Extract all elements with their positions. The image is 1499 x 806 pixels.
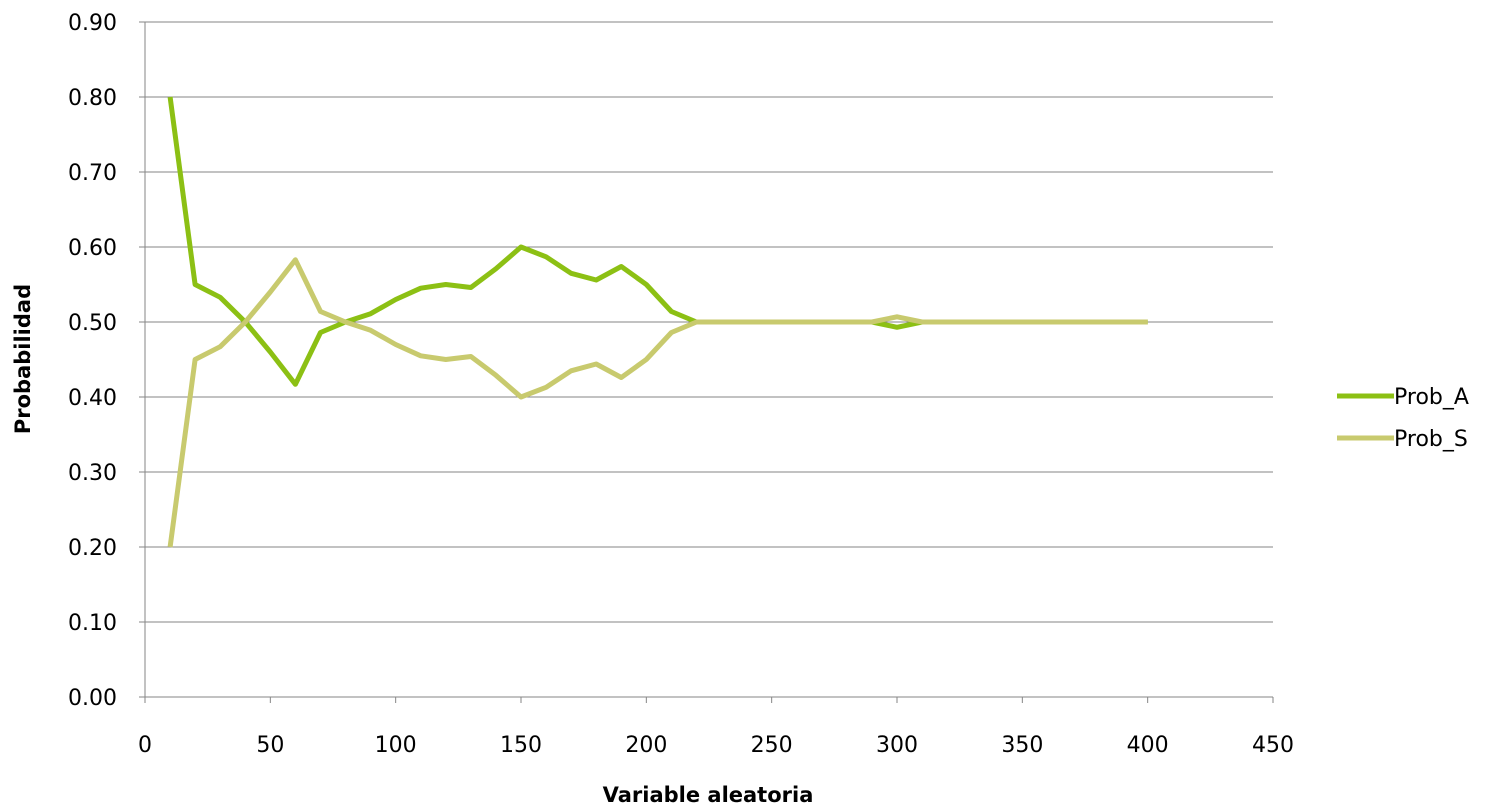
y-tick-label: 0.20 (68, 536, 117, 561)
x-tick-label: 0 (138, 733, 152, 758)
x-tick-label: 50 (256, 733, 284, 758)
series-line-prob-a (167, 96, 1148, 387)
x-tick-label: 300 (876, 733, 918, 758)
y-tick-label: 0.50 (68, 311, 117, 336)
y-tick-label: 0.90 (68, 11, 117, 36)
y-tick-label: 0.00 (68, 686, 117, 711)
x-tick-label: 200 (625, 733, 667, 758)
x-tick-label: 100 (375, 733, 417, 758)
legend-label: Prob_A (1394, 385, 1469, 410)
series-lines (167, 96, 1148, 548)
x-tick-label: 250 (751, 733, 793, 758)
series-line-prob-s (167, 257, 1148, 548)
x-axis-title: Variable aleatoria (603, 783, 814, 806)
x-tick-label: 350 (1001, 733, 1043, 758)
x-tick-label: 450 (1252, 733, 1294, 758)
x-tick-label: 150 (500, 733, 542, 758)
y-tick-label: 0.60 (68, 236, 117, 261)
y-tick-label: 0.10 (68, 611, 117, 636)
y-tick-label: 0.80 (68, 86, 117, 111)
y-tick-label: 0.40 (68, 386, 117, 411)
legend: Prob_A Prob_S (1337, 385, 1469, 452)
legend-label: Prob_S (1394, 427, 1468, 452)
y-axis-title: Probabilidad (11, 284, 35, 434)
y-tick-label: 0.70 (68, 161, 117, 186)
y-tick-label: 0.30 (68, 461, 117, 486)
axes (144, 22, 1273, 698)
y-axis-ticks: 0.00 0.10 0.20 0.30 0.40 0.50 0.60 0.70 0.80 0.90 (68, 11, 145, 711)
x-tick-label: 400 (1127, 733, 1169, 758)
x-axis-ticks: 0 50 100 150 200 250 300 350 400 450 (138, 697, 1294, 758)
